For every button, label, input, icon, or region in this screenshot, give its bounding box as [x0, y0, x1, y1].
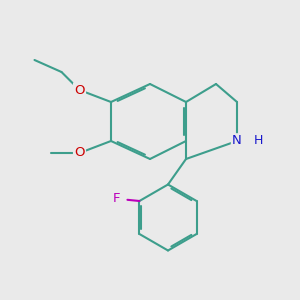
Text: F: F — [113, 192, 121, 205]
Text: N: N — [232, 134, 242, 148]
Text: H: H — [254, 134, 263, 148]
Text: O: O — [74, 146, 85, 160]
Text: O: O — [74, 83, 85, 97]
